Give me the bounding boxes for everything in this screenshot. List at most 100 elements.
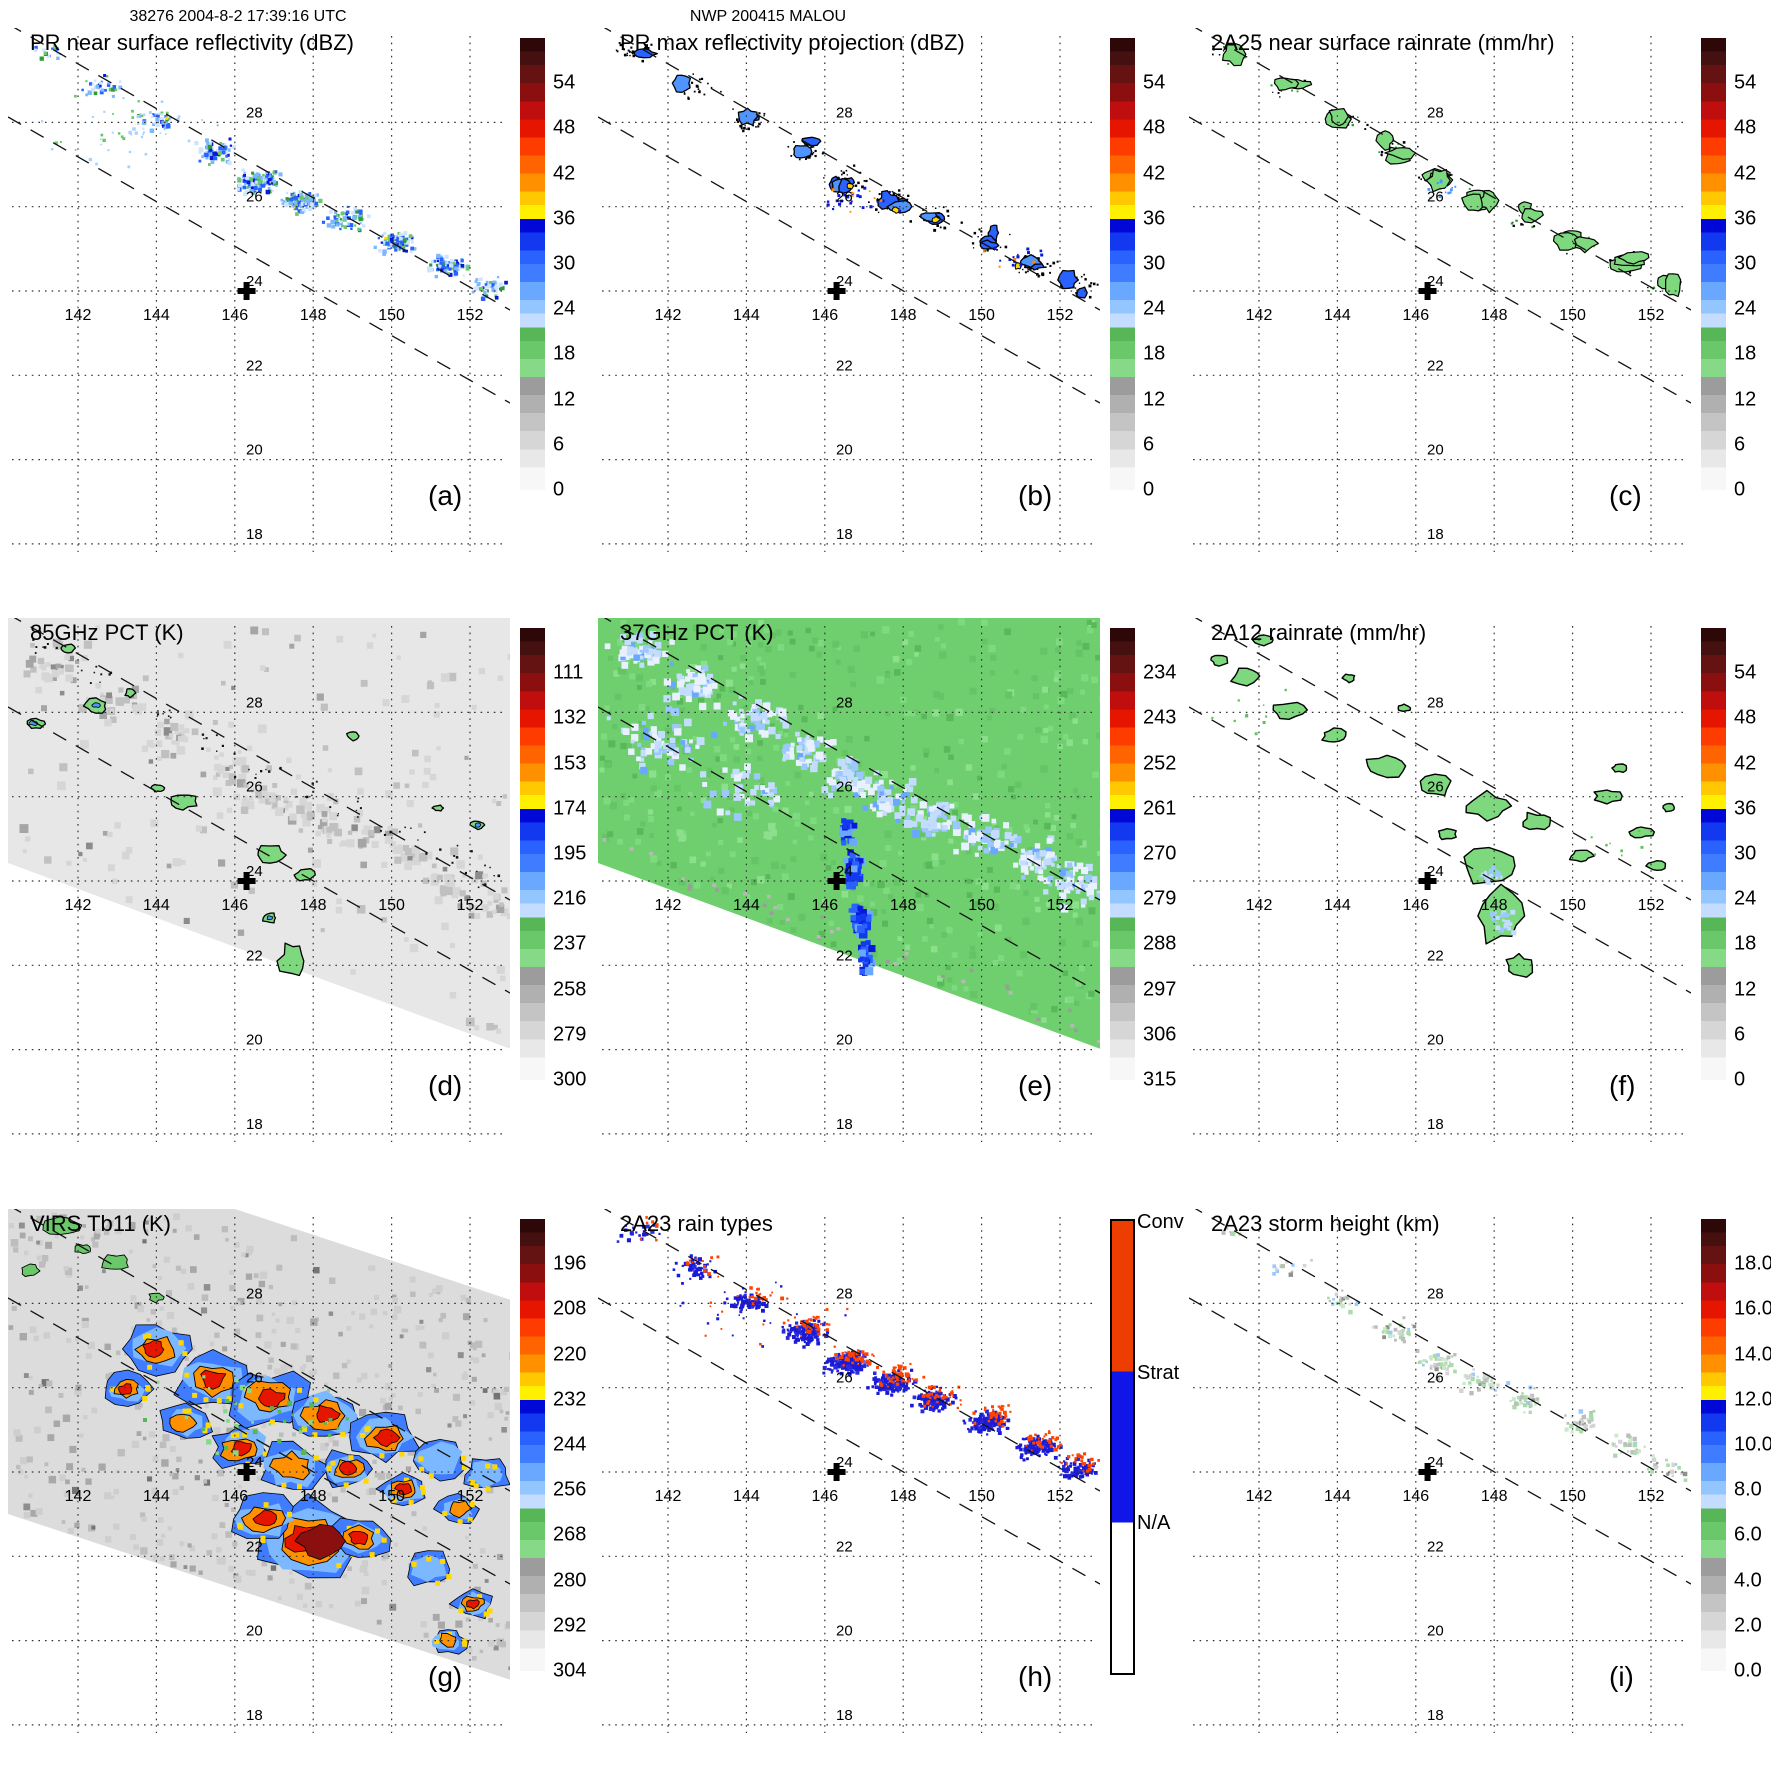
graticule [12,1217,506,1733]
colorbar-tick-label: 24 [1734,297,1757,320]
colorbar-b [1110,38,1135,490]
svg-text:24: 24 [1427,863,1444,880]
map-canvas-a: 142 144 146 148 150 152 28 26 24 22 20 18 [8,28,510,552]
colorbar-tick-label: 6 [1143,433,1155,456]
map-f: 142 144 146 148 150 152 28 26 24 22 20 18 2A12 rain… [1189,618,1691,1150]
colorbar-tick-label: 12 [1734,978,1757,1001]
panel-a: 142 144 146 148 150 152 28 26 24 22 20 18 PR near s… [0,0,590,590]
colorbar-tick-label: 10.0 [1734,1433,1771,1456]
svg-text:28: 28 [246,694,263,711]
data-g [8,1209,510,1680]
svg-text:20: 20 [1427,1032,1444,1049]
data-c [1212,42,1682,298]
svg-text:150: 150 [968,307,995,324]
svg-text:22: 22 [1427,947,1444,964]
svg-text:144: 144 [143,1488,170,1505]
colorbar-tick-label: 36 [1734,797,1757,820]
map-canvas-c: 142 144 146 148 150 152 28 26 24 22 20 18 [1189,28,1691,552]
svg-text:150: 150 [1559,897,1586,914]
colorbar-tick-label: 36 [1143,207,1166,230]
svg-text:22: 22 [836,357,853,374]
colorbar-tick-label: 30 [1143,252,1166,275]
svg-text:152: 152 [457,1488,484,1505]
storm-center-marker [827,872,846,890]
panel-letter: (b) [1018,480,1053,511]
graticule [1193,36,1687,552]
colorbar-ticks-d: 111 132 153 174 195 216 237 258 279 300 [551,628,611,1091]
svg-text:20: 20 [246,442,263,459]
svg-text:18: 18 [1427,1116,1444,1133]
colorbar-tick-label: 258 [553,978,587,1001]
svg-text:142: 142 [1246,897,1273,914]
map-canvas-b: 142 144 146 148 150 152 28 26 24 22 20 18 [598,28,1100,552]
svg-text:144: 144 [143,307,170,324]
svg-text:152: 152 [457,897,484,914]
panel-title: 85GHz PCT (K) [30,620,184,645]
colorbar-tick-label: 315 [1143,1068,1177,1091]
colorbar-tick-label: 42 [1734,752,1757,775]
colorbar-tick-label: 36 [1734,207,1757,230]
colorbar-category-label: Conv [1137,1210,1184,1233]
panel-b: 142 144 146 148 150 152 28 26 24 22 20 18 PR max re… [590,0,1180,590]
colorbar-tick-label: 300 [553,1068,587,1091]
data-h [616,1216,1100,1480]
svg-text:152: 152 [1047,897,1074,914]
graticule [1193,626,1687,1142]
pr-swath-edges [598,1209,1100,1585]
colorbar-tick-label: 6.0 [1734,1523,1762,1546]
svg-text:144: 144 [733,307,760,324]
svg-text:24: 24 [246,273,263,290]
colorbar-a [520,38,545,490]
svg-text:22: 22 [246,357,263,374]
svg-text:146: 146 [221,897,248,914]
svg-text:22: 22 [836,947,853,964]
colorbar-tick-label: 306 [1143,1023,1177,1046]
graticule [12,626,506,1142]
colorbar-tick-label: 220 [553,1343,587,1366]
colorbar-tick-label: 30 [1734,842,1757,865]
colorbar-tick-label: 216 [553,887,587,910]
panel-title: 2A25 near surface rainrate (mm/hr) [1211,30,1555,55]
map-g: 142 144 146 148 150 152 28 26 24 22 20 18 VIRS Tb11… [8,1209,510,1741]
colorbar-tick-label: 12 [1734,388,1757,411]
svg-text:28: 28 [1427,694,1444,711]
colorbar-tick-label: 261 [1143,797,1177,820]
panel-d: 142 144 146 148 150 152 28 26 24 22 20 18 85GHz PCT… [0,590,590,1180]
colorbar-i [1701,1219,1726,1671]
storm-center-marker [1418,872,1437,890]
panel-letter: (i) [1609,1661,1634,1692]
colorbar-c [1701,38,1726,490]
svg-text:26: 26 [1427,189,1444,206]
panel-letter: (c) [1609,480,1642,511]
colorbar-tick-label: 18.0 [1734,1252,1771,1275]
panel-h: 142 144 146 148 150 152 28 26 24 22 20 18 2A23 rain… [590,1181,1184,1771]
pr-swath-edges [1189,28,1691,404]
data-f [1210,634,1675,978]
colorbar-tick-label: 42 [553,162,576,185]
svg-text:24: 24 [836,863,853,880]
pr-swath-edges [598,618,1100,994]
colorbar-ticks-h: Conv Strat N/A [1137,1211,1201,1671]
colorbar-tick-label: 42 [1143,162,1166,185]
map-c: 142 144 146 148 150 152 28 26 24 22 20 18 2A25 near… [1189,28,1691,560]
svg-text:26: 26 [246,779,263,796]
svg-text:152: 152 [457,307,484,324]
svg-text:152: 152 [1047,307,1074,324]
map-e: 142 144 146 148 150 152 28 26 24 22 20 18 37GHz PCT… [598,618,1100,1150]
graticule [602,36,1096,552]
colorbar-tick-label: 292 [553,1614,587,1637]
colorbar-ticks-i: 18.0 16.0 14.0 12.0 10.0 8.0 6.0 4.0 2.0 0.0 [1732,1219,1771,1682]
colorbar-h-raintype [1110,1219,1135,1675]
colorbar-ticks-e: 234 243 252 261 270 279 288 297 306 315 [1141,628,1201,1091]
svg-text:144: 144 [143,897,170,914]
colorbar-tick-label: 48 [1143,116,1166,139]
svg-text:18: 18 [246,526,263,543]
map-a: 142 144 146 148 150 152 28 26 24 22 20 18 PR near s… [8,28,510,560]
colorbar-e [1110,628,1135,1080]
graticule [12,36,506,552]
